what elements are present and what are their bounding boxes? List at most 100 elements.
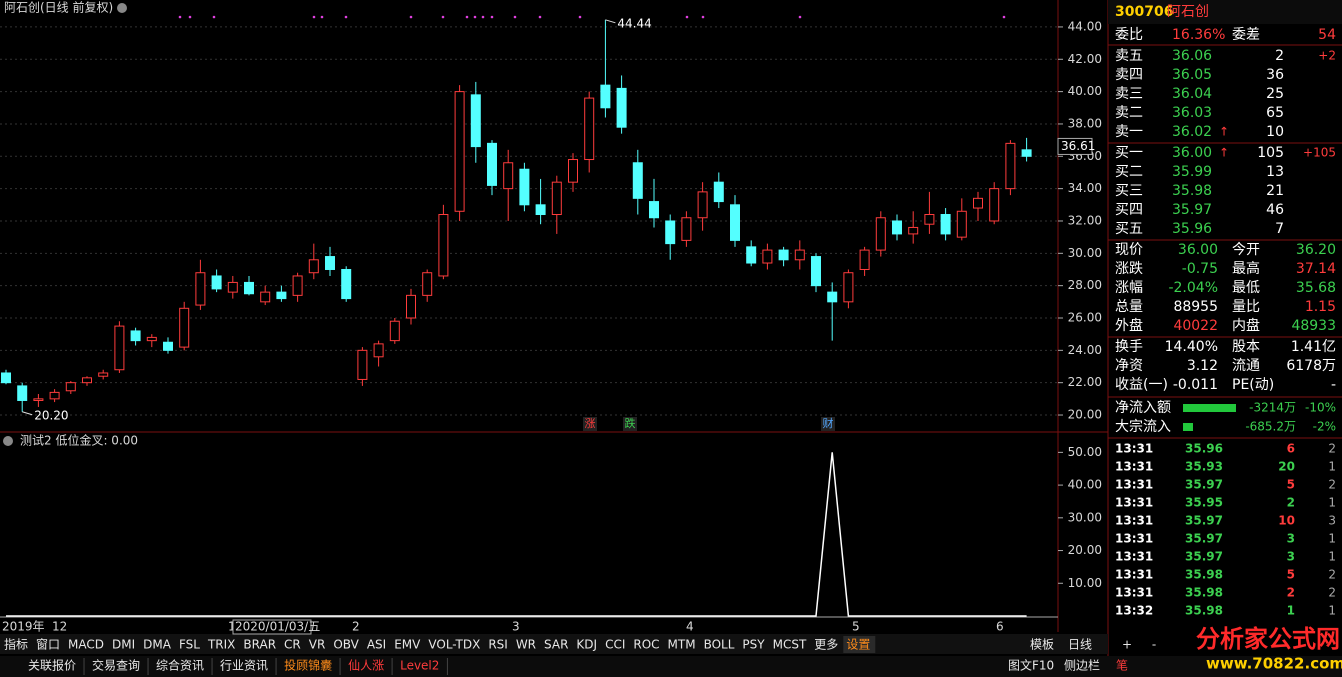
signal-dots [178,15,1006,19]
y-tick-label: 32.00 [1068,213,1102,227]
bottom-tab[interactable]: 综合资讯 [156,658,204,673]
tick-volume: 6 [1287,442,1295,456]
tick-count: 1 [1328,550,1336,564]
tick-price: 35.97 [1185,532,1223,546]
annotation-label: 20.20 [34,408,68,422]
toolbar-button[interactable]: 模板 [1030,638,1054,652]
toolbar-button[interactable]: + [1122,638,1132,652]
indicator-tab[interactable]: ROC [633,638,659,652]
tick-price: 35.95 [1185,496,1223,510]
stat-value: -2.04% [1168,280,1218,296]
book-label: 卖三 [1115,86,1143,102]
flow-bar [1183,404,1236,412]
indicator-tab[interactable]: KDJ [576,638,597,652]
candle-body [17,385,28,401]
stat-value: 37.14 [1296,261,1336,277]
indicator-tab[interactable]: VR [309,638,326,652]
stat-value: -0.011 [1173,377,1218,393]
book-price: 35.99 [1172,164,1212,180]
book-change: +2 [1318,49,1336,63]
indicator-line [6,452,1027,617]
bottom-tab[interactable]: 行业资讯 [220,659,268,673]
indicator-tab[interactable]: PSY [742,638,765,652]
bottom-tab[interactable]: 关联报价 [28,658,76,673]
indicator-tab[interactable]: DMA [143,638,172,652]
book-price: 36.00 [1172,145,1212,161]
book-volume: 46 [1266,202,1284,218]
candle-body [82,377,92,384]
stat-label: 净资 [1115,358,1143,374]
stat-label: 内盘 [1232,317,1260,334]
indicator-tab[interactable]: MACD [68,638,104,652]
indicator-tab[interactable]: 窗口 [36,638,60,652]
bottom-right-button[interactable]: 图文F10 [1008,658,1054,673]
tick-price: 35.96 [1185,442,1223,456]
candle-body [924,214,935,225]
indicator-tab[interactable]: FSL [179,638,200,652]
candle-body [503,162,514,190]
stat-label: 最高 [1232,260,1260,277]
indicator-tab[interactable]: TRIX [207,638,235,652]
bottom-right-button[interactable]: 侧边栏 [1064,658,1100,673]
tick-count: 2 [1328,442,1336,456]
tick-count: 1 [1328,532,1336,546]
indicator-tab[interactable]: BRAR [243,638,276,652]
annotation-label: 44.44 [617,16,651,30]
indicator-tab[interactable]: CCI [605,638,625,652]
y-tick-label: 40.00 [1068,478,1102,492]
indicator-tab[interactable]: SAR [544,638,568,652]
book-label: 买四 [1115,202,1143,218]
book-price: 35.97 [1172,202,1212,218]
book-price: 35.98 [1172,183,1212,199]
bottom-tab[interactable]: 仙人涨 [348,658,384,673]
bottom-right-button[interactable]: 笔 [1116,658,1128,673]
stat-label: PE(动) [1232,377,1274,393]
y-tick-label: 30.00 [1068,510,1102,524]
book-price: 36.03 [1172,105,1212,121]
candle-body [713,181,724,203]
indicator-tab[interactable]: WR [516,638,536,652]
candle-body [1,372,11,384]
y-tick-label: 40.00 [1068,84,1102,98]
tick-count: 1 [1328,496,1336,510]
indicator-tab[interactable]: 指标 [4,637,28,652]
indicator-tab[interactable]: OBV [333,638,359,652]
book-price: 35.96 [1172,221,1212,237]
stat-label: 外盘 [1115,317,1143,334]
stat-value: 36.00 [1178,242,1218,258]
indicator-tab[interactable]: MCST [773,638,807,652]
indicator-tab[interactable]: EMV [394,638,421,652]
bottom-tab[interactable]: Level2 [400,659,439,673]
indicator-tab[interactable]: ASI [367,638,386,652]
dropdown-icon[interactable] [3,436,13,446]
bottom-tab[interactable]: 投顾锦囊 [284,658,332,673]
y-tick-label: 44.00 [1068,19,1102,33]
toolbar-button[interactable]: 日线 [1068,638,1092,652]
indicator-tab[interactable]: 设置 [846,638,870,652]
candle-body [130,330,141,342]
dropdown-icon[interactable] [117,3,127,13]
x-axis-label: 3 [512,620,520,634]
tick-time: 13:31 [1115,460,1153,474]
toolbar-button[interactable]: - [1152,638,1156,652]
event-marker-bg [821,417,835,431]
indicator-tab[interactable]: CR [284,638,301,652]
candle-body [373,343,384,358]
bottom-tab[interactable]: 交易查询 [92,658,140,673]
indicator-tab[interactable]: VOL-TDX [428,638,480,652]
watermark-name: 分析家公式网 [1196,625,1340,653]
candle-body [146,336,157,342]
tick-count: 1 [1328,604,1336,618]
indicator-tab[interactable]: MTM [668,638,696,652]
tick-time: 13:31 [1115,568,1153,582]
indicator-tab[interactable]: RSI [488,638,508,652]
indicator-tab[interactable]: DMI [112,638,135,652]
book-label: 卖一 [1115,124,1143,140]
candle-body [114,325,125,371]
annotation-pointer [22,411,33,416]
y-tick-label: 20.00 [1068,408,1102,422]
book-price: 36.06 [1172,48,1212,64]
indicator-tab[interactable]: BOLL [704,638,735,652]
book-volume: 65 [1266,105,1284,121]
indicator-tab[interactable]: 更多 [814,638,838,652]
